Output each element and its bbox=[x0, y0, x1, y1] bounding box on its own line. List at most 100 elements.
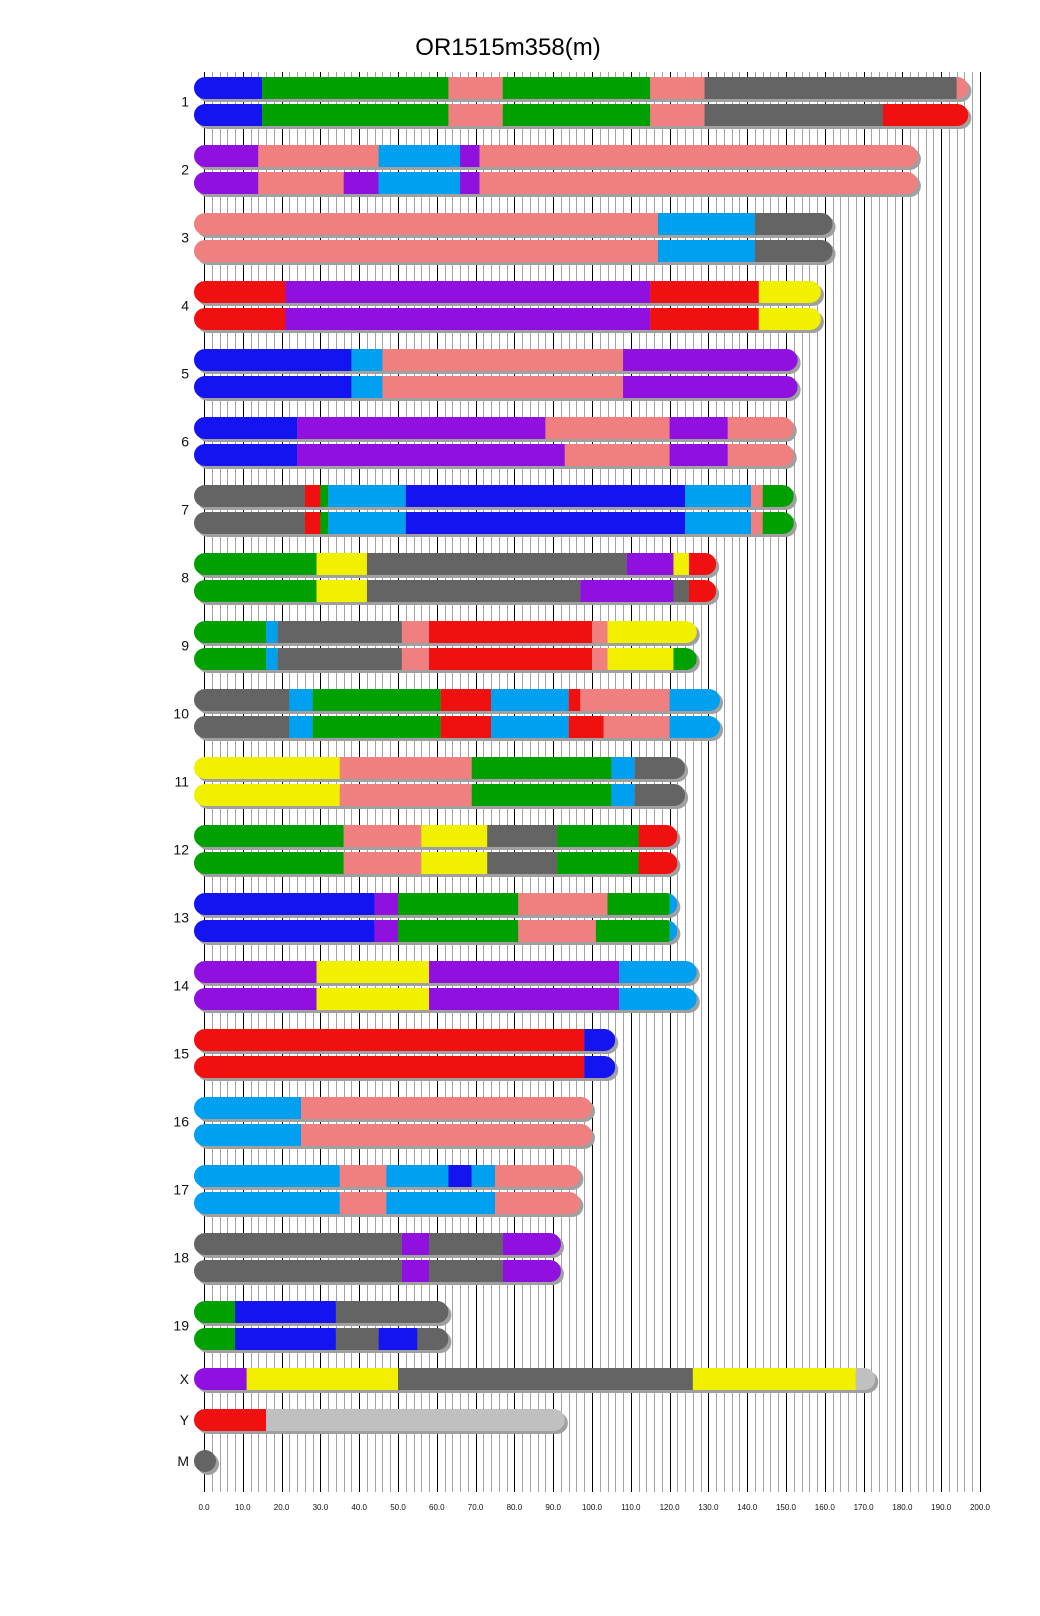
chromosome-strand bbox=[194, 988, 697, 1010]
segment-red bbox=[194, 1056, 585, 1078]
segment-purple bbox=[297, 444, 565, 466]
segment-gray bbox=[366, 553, 627, 575]
x-tick-label: 190.0 bbox=[931, 1503, 952, 1512]
segment-salmon bbox=[401, 621, 430, 643]
segment-cyan bbox=[491, 689, 569, 711]
segment-cyan bbox=[194, 1124, 301, 1146]
segment-salmon bbox=[518, 893, 608, 915]
segment-yellow bbox=[316, 988, 430, 1010]
segment-green bbox=[673, 648, 697, 670]
x-tick-label: 200.0 bbox=[970, 1503, 991, 1512]
segment-cyan bbox=[378, 172, 461, 194]
x-tick-label: 130.0 bbox=[698, 1503, 719, 1512]
segment-salmon bbox=[592, 621, 608, 643]
segment-yellow bbox=[758, 281, 821, 303]
chromosome-label: 12 bbox=[173, 842, 189, 858]
segment-cyan bbox=[657, 213, 755, 235]
segment-purple bbox=[194, 961, 317, 983]
segment-blue bbox=[194, 77, 263, 99]
chromosome-label: 7 bbox=[181, 502, 189, 518]
chromosome-label: 19 bbox=[173, 1318, 189, 1334]
segment-gray bbox=[634, 757, 686, 779]
segment-red bbox=[689, 553, 717, 575]
chromosome-strand bbox=[194, 825, 678, 847]
segment-salmon bbox=[339, 1192, 387, 1214]
segment-yellow bbox=[421, 825, 488, 847]
chromosome-16 bbox=[194, 1097, 595, 1149]
chromosome-strand bbox=[194, 1409, 565, 1431]
segment-blue bbox=[405, 485, 686, 507]
segment-purple bbox=[343, 172, 379, 194]
segment-gray bbox=[194, 485, 305, 507]
segment-green bbox=[471, 784, 612, 806]
chromosome-strand bbox=[194, 1368, 876, 1390]
segment-cyan bbox=[378, 145, 461, 167]
x-tick-label: 90.0 bbox=[545, 1503, 561, 1512]
segment-red bbox=[689, 580, 717, 602]
segment-salmon bbox=[382, 376, 624, 398]
segment-green bbox=[194, 1301, 236, 1323]
x-tick-label: 160.0 bbox=[815, 1503, 836, 1512]
segment-green bbox=[194, 852, 344, 874]
segment-cyan bbox=[351, 349, 383, 371]
segment-salmon bbox=[258, 145, 379, 167]
segment-salmon bbox=[339, 1165, 387, 1187]
segment-red bbox=[883, 104, 969, 126]
segment-cyan bbox=[619, 961, 697, 983]
segment-green bbox=[595, 920, 670, 942]
segment-cyan bbox=[386, 1192, 495, 1214]
chromosome-strand bbox=[194, 145, 918, 167]
chromosome-strand bbox=[194, 893, 678, 915]
segment-green bbox=[320, 512, 329, 534]
segment-red bbox=[568, 716, 604, 738]
segment-green bbox=[502, 77, 651, 99]
segment-yellow bbox=[316, 961, 430, 983]
chromosome-label: 9 bbox=[181, 638, 189, 654]
chromosome-bars bbox=[194, 77, 972, 1475]
segment-blue bbox=[448, 1165, 472, 1187]
chromosome-strand bbox=[194, 716, 721, 738]
segment-cyan bbox=[266, 621, 278, 643]
segment-green bbox=[762, 485, 794, 507]
segment-yellow bbox=[758, 308, 821, 330]
segment-gray bbox=[194, 1233, 402, 1255]
chromosome-label: X bbox=[180, 1371, 190, 1387]
segment-gray bbox=[754, 213, 833, 235]
segment-purple bbox=[669, 417, 728, 439]
segment-gray bbox=[335, 1301, 449, 1323]
segment-purple bbox=[502, 1260, 561, 1282]
x-axis: 0.0 10.0 20.0 30.0 40.0 50.0 60.0 70.0 80.0 90.0 1… bbox=[198, 1503, 990, 1512]
segment-purple bbox=[460, 145, 480, 167]
chromosome-label: M bbox=[177, 1453, 189, 1469]
segment-purple bbox=[626, 553, 674, 575]
x-tick-label: 60.0 bbox=[429, 1503, 445, 1512]
chromosome-y bbox=[194, 1409, 568, 1434]
segment-green bbox=[194, 553, 317, 575]
segment-green bbox=[607, 893, 670, 915]
segment-purple bbox=[194, 145, 259, 167]
segment-red bbox=[194, 1029, 585, 1051]
segment-cyan bbox=[669, 920, 678, 942]
chromosome-strand bbox=[194, 621, 697, 643]
segment-gray bbox=[277, 621, 402, 643]
chromosome-3 bbox=[194, 213, 836, 265]
segment-blue bbox=[194, 417, 298, 439]
segment-lightgray bbox=[855, 1368, 876, 1390]
segment-cyan bbox=[351, 376, 383, 398]
chromosome-strand bbox=[194, 1165, 581, 1187]
chromosome-x bbox=[194, 1368, 879, 1393]
segment-purple bbox=[502, 1233, 561, 1255]
segment-blue bbox=[194, 444, 298, 466]
segment-gray bbox=[487, 825, 558, 847]
segment-purple bbox=[401, 1233, 430, 1255]
segment-salmon bbox=[545, 417, 670, 439]
chromosome-label: 10 bbox=[173, 706, 189, 722]
segment-salmon bbox=[727, 417, 794, 439]
segment-purple bbox=[297, 417, 546, 439]
chromosome-18 bbox=[194, 1233, 564, 1285]
chromosome-strand bbox=[194, 1029, 616, 1051]
x-tick-label: 0.0 bbox=[198, 1503, 210, 1512]
segment-red bbox=[638, 825, 678, 847]
segment-purple bbox=[285, 308, 651, 330]
